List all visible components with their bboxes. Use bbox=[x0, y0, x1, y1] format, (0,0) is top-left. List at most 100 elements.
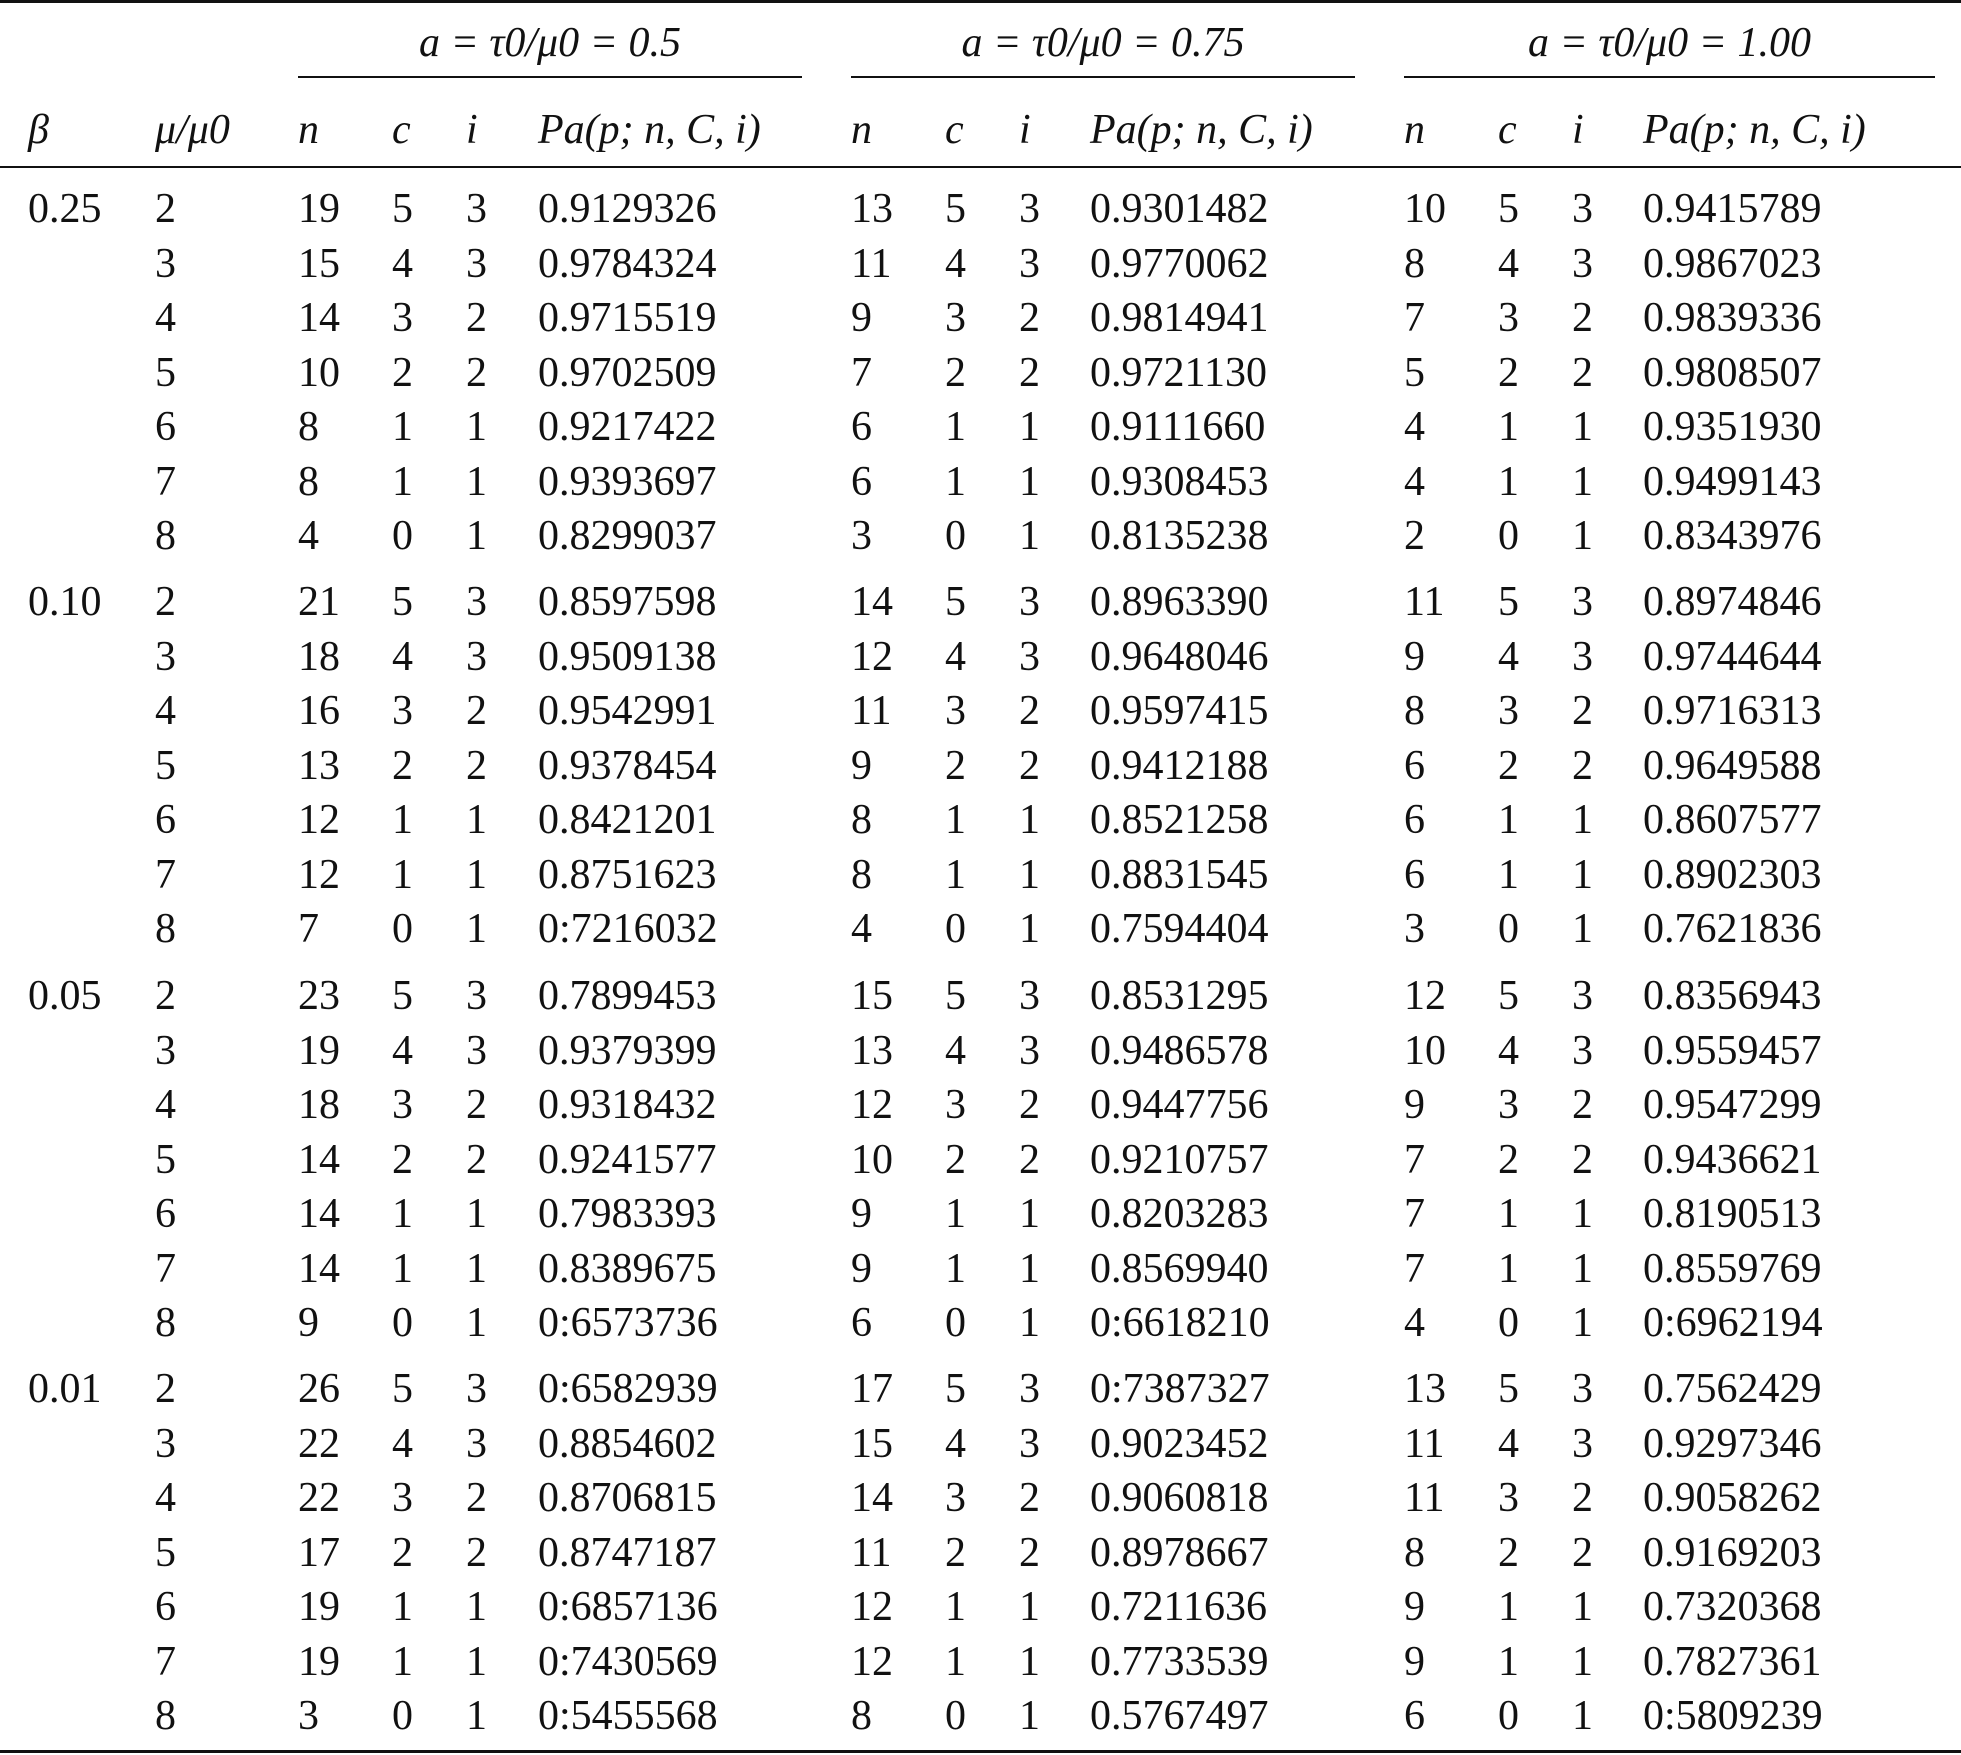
pa-cell: 0.8978667 bbox=[1090, 1530, 1269, 1576]
n-cell: 12 bbox=[851, 634, 893, 680]
beta-value: 0.25 bbox=[28, 186, 102, 232]
i-cell: 2 bbox=[466, 1082, 487, 1128]
i-cell: 1 bbox=[466, 513, 487, 559]
pa-cell: 0.7562429 bbox=[1643, 1366, 1822, 1412]
c-cell: 5 bbox=[945, 579, 966, 625]
pa-cell: 0.9241577 bbox=[538, 1137, 717, 1183]
mu-ratio-cell: 4 bbox=[155, 1082, 176, 1128]
header-n: n bbox=[1404, 107, 1425, 153]
n-cell: 7 bbox=[1404, 1137, 1425, 1183]
n-cell: 12 bbox=[851, 1639, 893, 1685]
header-i: i bbox=[1572, 107, 1584, 153]
n-cell: 11 bbox=[851, 688, 892, 734]
n-cell: 10 bbox=[298, 350, 340, 396]
c-cell: 4 bbox=[1498, 241, 1519, 287]
c-cell: 4 bbox=[945, 634, 966, 680]
i-cell: 1 bbox=[466, 852, 487, 898]
c-cell: 5 bbox=[945, 1366, 966, 1412]
c-cell: 1 bbox=[945, 852, 966, 898]
n-cell: 7 bbox=[851, 350, 872, 396]
n-cell: 22 bbox=[298, 1421, 340, 1467]
pa-cell: 0.9499143 bbox=[1643, 459, 1822, 505]
pa-cell: 0.9715519 bbox=[538, 295, 717, 341]
pa-cell: 0.9301482 bbox=[1090, 186, 1269, 232]
i-cell: 1 bbox=[1019, 906, 1040, 952]
c-cell: 1 bbox=[945, 1584, 966, 1630]
c-cell: 1 bbox=[1498, 852, 1519, 898]
c-cell: 2 bbox=[945, 1137, 966, 1183]
i-cell: 2 bbox=[466, 1475, 487, 1521]
mu-ratio-cell: 7 bbox=[155, 1246, 176, 1292]
c-cell: 3 bbox=[392, 1082, 413, 1128]
n-cell: 10 bbox=[851, 1137, 893, 1183]
group-title-a-1.00: a = τ0/μ0 = 1.00 bbox=[1528, 20, 1811, 66]
c-cell: 0 bbox=[392, 513, 413, 559]
i-cell: 2 bbox=[466, 688, 487, 734]
i-cell: 2 bbox=[1019, 743, 1040, 789]
pa-cell: 0.8974846 bbox=[1643, 579, 1822, 625]
pa-cell: 0.8299037 bbox=[538, 513, 717, 559]
i-cell: 1 bbox=[1572, 852, 1593, 898]
pa-cell: 0.9770062 bbox=[1090, 241, 1269, 287]
pa-cell: 0.8569940 bbox=[1090, 1246, 1269, 1292]
mu-ratio-cell: 5 bbox=[155, 1530, 176, 1576]
i-cell: 3 bbox=[1019, 1421, 1040, 1467]
n-cell: 14 bbox=[851, 1475, 893, 1521]
c-cell: 4 bbox=[945, 1028, 966, 1074]
i-cell: 3 bbox=[1572, 634, 1593, 680]
pa-cell: 0.9129326 bbox=[538, 186, 717, 232]
n-cell: 11 bbox=[1404, 1421, 1445, 1467]
n-cell: 4 bbox=[851, 906, 872, 952]
i-cell: 3 bbox=[466, 973, 487, 1019]
mu-ratio-cell: 6 bbox=[155, 1191, 176, 1237]
i-cell: 3 bbox=[1019, 1028, 1040, 1074]
mu-ratio-cell: 5 bbox=[155, 350, 176, 396]
i-cell: 1 bbox=[1019, 1639, 1040, 1685]
c-cell: 2 bbox=[945, 1530, 966, 1576]
c-cell: 5 bbox=[392, 973, 413, 1019]
n-cell: 6 bbox=[1404, 797, 1425, 843]
pa-cell: 0.9210757 bbox=[1090, 1137, 1269, 1183]
header-i: i bbox=[466, 107, 478, 153]
pa-cell: 0.8747187 bbox=[538, 1530, 717, 1576]
n-cell: 14 bbox=[851, 579, 893, 625]
i-cell: 2 bbox=[466, 1530, 487, 1576]
mu-ratio-cell: 5 bbox=[155, 1137, 176, 1183]
i-cell: 1 bbox=[466, 1693, 487, 1739]
n-cell: 19 bbox=[298, 1584, 340, 1630]
i-cell: 3 bbox=[1572, 186, 1593, 232]
pa-cell: 0.9547299 bbox=[1643, 1082, 1822, 1128]
c-cell: 3 bbox=[392, 688, 413, 734]
c-cell: 4 bbox=[1498, 1421, 1519, 1467]
i-cell: 2 bbox=[1572, 1082, 1593, 1128]
group-title-a-0.5: a = τ0/μ0 = 0.5 bbox=[419, 20, 681, 66]
n-cell: 9 bbox=[851, 295, 872, 341]
i-cell: 2 bbox=[1019, 1530, 1040, 1576]
c-cell: 2 bbox=[392, 743, 413, 789]
c-cell: 2 bbox=[945, 743, 966, 789]
n-cell: 16 bbox=[298, 688, 340, 734]
pa-cell: 0:6573736 bbox=[538, 1300, 718, 1346]
i-cell: 1 bbox=[1019, 1584, 1040, 1630]
n-cell: 3 bbox=[851, 513, 872, 559]
i-cell: 3 bbox=[1572, 1366, 1593, 1412]
pa-cell: 0.8389675 bbox=[538, 1246, 717, 1292]
i-cell: 3 bbox=[466, 634, 487, 680]
pa-cell: 0.7211636 bbox=[1090, 1584, 1267, 1630]
pa-cell: 0.9486578 bbox=[1090, 1028, 1269, 1074]
n-cell: 6 bbox=[1404, 743, 1425, 789]
mu-ratio-cell: 8 bbox=[155, 1300, 176, 1346]
n-cell: 8 bbox=[1404, 241, 1425, 287]
c-cell: 3 bbox=[945, 688, 966, 734]
i-cell: 2 bbox=[1572, 295, 1593, 341]
n-cell: 22 bbox=[298, 1475, 340, 1521]
c-cell: 3 bbox=[945, 1082, 966, 1128]
i-cell: 1 bbox=[466, 906, 487, 952]
pa-cell: 0:6618210 bbox=[1090, 1300, 1270, 1346]
i-cell: 1 bbox=[1019, 1693, 1040, 1739]
c-cell: 1 bbox=[945, 404, 966, 450]
i-cell: 1 bbox=[1572, 513, 1593, 559]
n-cell: 7 bbox=[1404, 295, 1425, 341]
n-cell: 23 bbox=[298, 973, 340, 1019]
c-cell: 2 bbox=[1498, 1137, 1519, 1183]
